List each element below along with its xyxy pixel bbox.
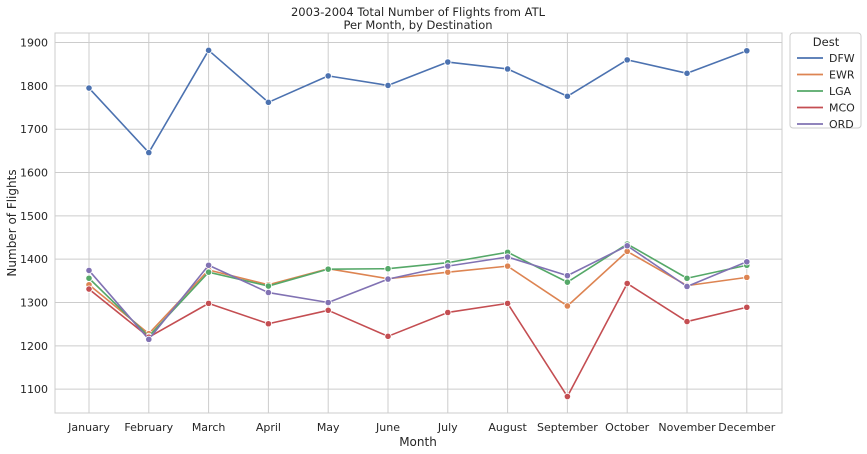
x-tick-label: July <box>437 421 458 434</box>
x-tick-label: April <box>256 421 281 434</box>
chart-title: 2003-2004 Total Number of Flights from A… <box>291 5 546 19</box>
data-point <box>324 306 332 314</box>
plot-area <box>54 32 783 414</box>
legend-items: DFW EWR LGA MCO ORD <box>797 52 855 131</box>
data-point <box>683 282 691 291</box>
series-dfw <box>85 46 751 157</box>
data-point <box>563 392 572 401</box>
data-point <box>444 58 452 66</box>
series-layer <box>85 46 751 401</box>
data-point <box>145 335 153 343</box>
data-point <box>623 279 631 288</box>
data-point <box>205 46 213 54</box>
legend-item-ord: ORD <box>797 118 854 131</box>
data-point <box>503 262 512 270</box>
series-line <box>88 49 748 154</box>
y-axis-title: Number of Flights <box>5 169 19 276</box>
data-point <box>683 317 691 326</box>
data-point <box>324 298 332 307</box>
x-tick-label: June <box>375 421 400 434</box>
data-point <box>264 320 272 328</box>
data-point <box>503 299 512 307</box>
legend-label: ORD <box>829 118 854 131</box>
x-tick-label: September <box>537 421 598 434</box>
y-tick-label: 1900 <box>20 37 48 50</box>
legend-item-lga: LGA <box>797 85 852 98</box>
x-tick-label: December <box>718 421 776 434</box>
legend-title: Dest <box>813 35 840 49</box>
data-point <box>743 258 751 266</box>
series-mco <box>85 279 751 401</box>
data-point <box>623 242 631 250</box>
x-tick-label: November <box>658 421 716 434</box>
legend-label: LGA <box>829 85 852 98</box>
series-line <box>88 282 747 398</box>
data-point <box>683 69 691 77</box>
legend-box <box>789 32 862 129</box>
data-point <box>563 92 572 100</box>
data-point <box>384 265 392 273</box>
data-point <box>205 268 213 276</box>
legend-label: DFW <box>829 52 855 65</box>
y-tick-label: 1100 <box>20 383 48 396</box>
data-point <box>324 265 332 273</box>
data-point <box>85 266 93 275</box>
data-point <box>384 275 392 283</box>
y-tick-label: 1400 <box>20 253 48 266</box>
series-line <box>88 250 747 335</box>
y-tick-label: 1200 <box>20 340 48 353</box>
data-point <box>623 56 631 64</box>
x-tick-label: October <box>605 421 649 434</box>
legend-label: EWR <box>829 69 855 82</box>
data-point <box>264 288 272 297</box>
data-point <box>85 84 93 92</box>
x-axis-title: Month <box>399 435 437 449</box>
series-line <box>88 244 748 341</box>
data-point <box>444 268 452 276</box>
x-tick-label: August <box>488 421 527 434</box>
data-point <box>743 303 751 311</box>
series-ord <box>85 242 751 343</box>
data-point <box>205 299 213 307</box>
data-point <box>563 302 572 310</box>
legend-item-mco: MCO <box>797 102 855 115</box>
x-tick-label: March <box>192 421 226 434</box>
data-point <box>743 47 751 55</box>
data-point <box>563 272 572 280</box>
legend: Dest DFW EWR LGA MCO ORD <box>789 32 862 131</box>
y-tick-label: 1500 <box>20 210 48 223</box>
data-point <box>85 285 93 293</box>
x-tick-label: May <box>317 421 340 434</box>
y-tick-label: 1800 <box>20 80 48 93</box>
data-point <box>205 261 213 269</box>
data-point <box>444 262 452 270</box>
legend-item-dfw: DFW <box>797 52 855 65</box>
x-tick-labels: January February March April May June July Augu… <box>67 421 776 434</box>
x-tick-label: January <box>67 421 110 434</box>
legend-label: MCO <box>829 102 855 115</box>
y-tick-label: 1700 <box>20 123 48 136</box>
y-tick-label: 1300 <box>20 297 48 310</box>
data-point <box>85 274 93 282</box>
data-point <box>384 81 392 90</box>
data-point <box>503 65 512 73</box>
data-point <box>384 332 392 340</box>
data-point <box>264 98 272 106</box>
data-point <box>264 282 272 290</box>
chart-subtitle: Per Month, by Destination <box>343 18 492 32</box>
data-point <box>563 278 572 286</box>
data-point <box>743 273 751 281</box>
data-point <box>444 308 452 317</box>
y-tick-labels: 1100 1200 1300 1400 1500 1600 1700 1800 1900 <box>20 37 48 397</box>
data-point <box>324 72 332 80</box>
data-point <box>683 274 691 282</box>
legend-item-ewr: EWR <box>797 69 855 82</box>
y-tick-label: 1600 <box>20 167 48 180</box>
data-point <box>503 253 512 261</box>
data-point <box>145 148 153 157</box>
grid <box>55 33 782 413</box>
x-tick-label: February <box>124 421 173 434</box>
series-line <box>88 243 747 338</box>
